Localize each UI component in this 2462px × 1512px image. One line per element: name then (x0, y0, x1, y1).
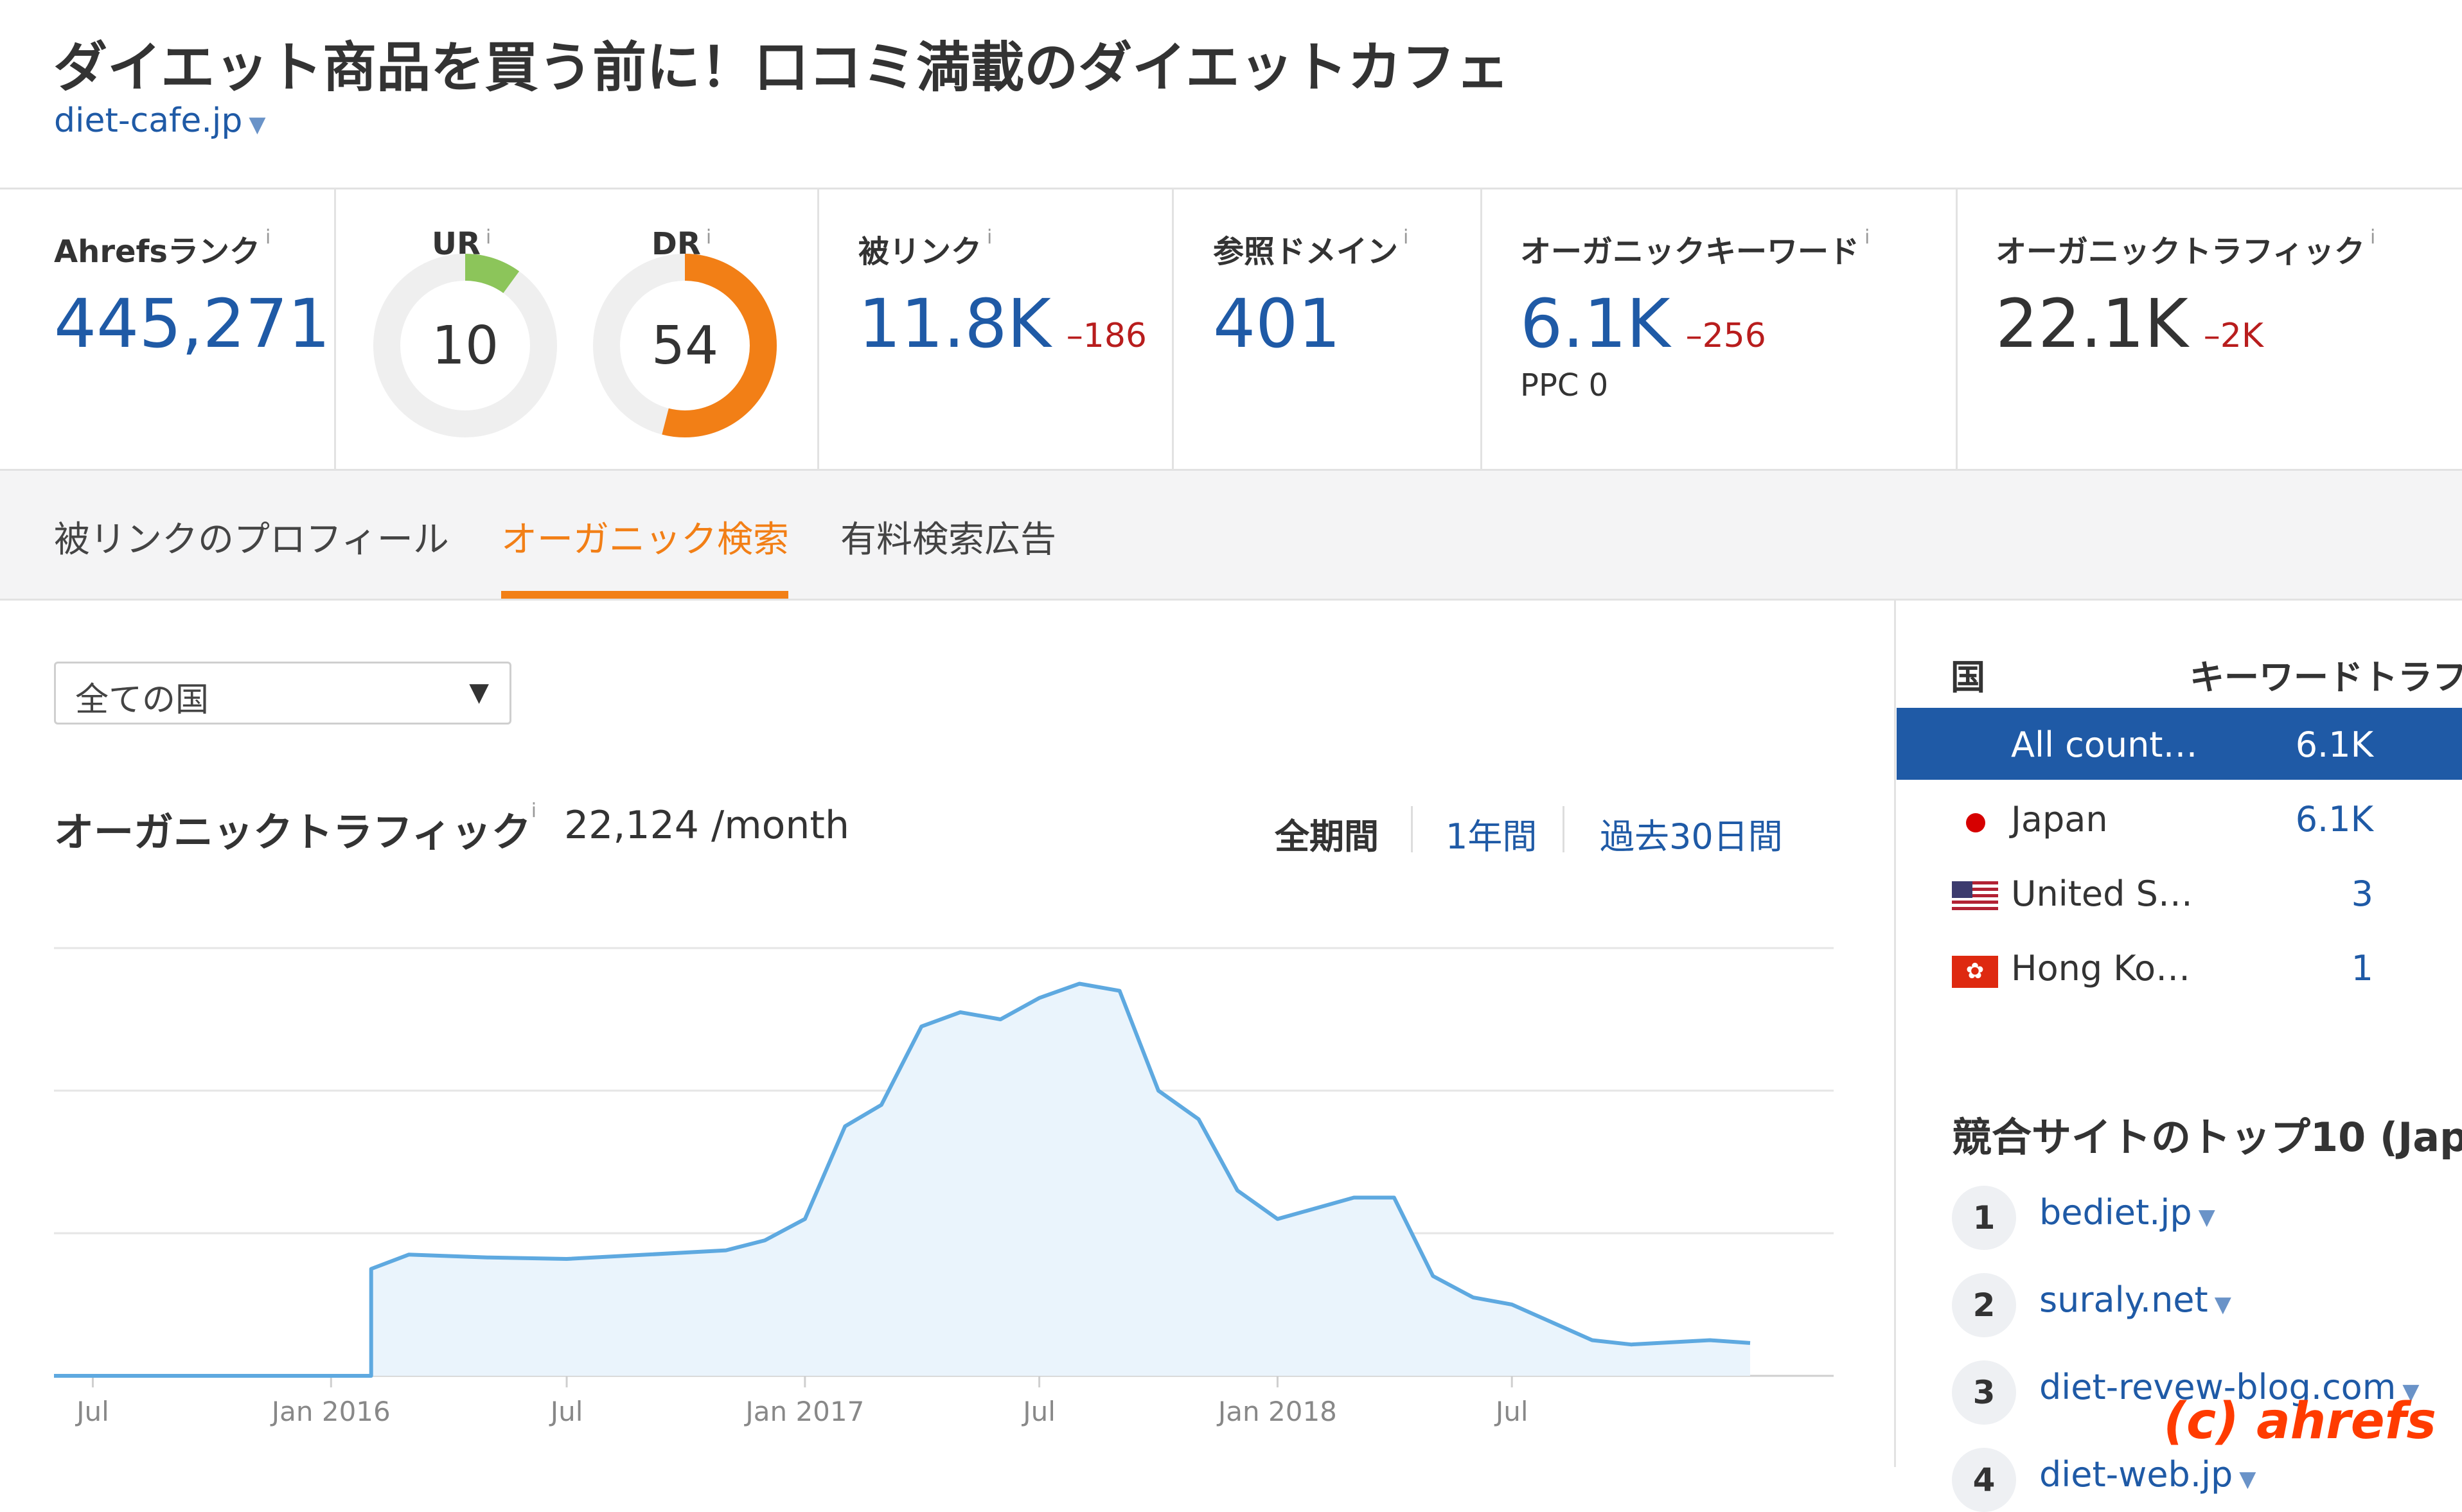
keywords-column-header: キーワードトラフ (2190, 657, 2462, 698)
watermark: (c) ahrefs (2163, 1393, 2436, 1450)
japan-flag-icon (1952, 807, 1998, 839)
chart-title: オーガニックトラフィックi (54, 800, 537, 856)
ref-domains-label: 参照ドメイン i (1213, 226, 1409, 270)
info-icon[interactable]: i (1864, 226, 1870, 249)
period-30days-button[interactable]: 過去30日間 (1600, 816, 1783, 857)
info-icon[interactable]: i (705, 226, 712, 249)
organic-traffic-label: オーガニックトラフィック i (1996, 226, 2376, 270)
competitor-link[interactable]: diet-web.jp ▼ (2039, 1454, 2256, 1495)
divider (0, 469, 2462, 471)
hongkong-flag-icon: ✿ (1952, 956, 1998, 988)
country-row-value[interactable]: 6.1K (2295, 799, 2373, 840)
dr-value: 54 (651, 315, 718, 376)
info-icon[interactable]: i (987, 226, 993, 249)
ahrefs-rank-label: Ahrefsランク i (54, 226, 271, 270)
divider (1172, 188, 1174, 469)
chevron-down-icon[interactable]: ▼ (2198, 1204, 2215, 1230)
backlinks-delta: –186 (1066, 317, 1147, 355)
domain-text: diet-cafe.jp (54, 101, 243, 140)
tab-organic-search[interactable]: オーガニック検索 (501, 519, 789, 561)
info-icon[interactable]: i (531, 800, 537, 822)
chevron-down-icon[interactable]: ▼ (2214, 1292, 2231, 1317)
country-select-value: 全ての国 (75, 681, 209, 719)
traffic-line (54, 981, 1751, 1378)
competitor-rank-badge: 1 (1952, 1186, 2016, 1250)
country-row-value[interactable]: 3 (2351, 874, 2373, 914)
organic-keywords-label: オーガニックキーワード i (1520, 226, 1870, 270)
chevron-down-icon[interactable]: ▼ (249, 112, 266, 137)
divider (1894, 599, 1896, 1467)
competitor-domain: suraly.net (2039, 1279, 2208, 1320)
us-flag-icon (1952, 881, 1998, 913)
competitor-rank-badge: 4 (1952, 1448, 2016, 1512)
x-tick-label: Jul (549, 1396, 583, 1427)
divider (817, 188, 819, 469)
competitor-rank-badge: 2 (1952, 1273, 2016, 1337)
dr-gauge-fill (593, 254, 777, 437)
info-icon[interactable]: i (485, 226, 492, 249)
competitor-link[interactable]: diet-revew-blog.com ▼ (2039, 1367, 2419, 1407)
country-row-value[interactable]: 1 (2351, 948, 2373, 989)
divider (334, 188, 336, 469)
divider (0, 188, 2462, 189)
x-tick-label: Jan 2018 (1216, 1396, 1337, 1427)
organic-traffic-delta: –2K (2203, 317, 2263, 355)
x-tick-label: Jul (75, 1396, 109, 1427)
ur-gauge-fill (373, 254, 557, 437)
period-all-button[interactable]: 全期間 (1275, 816, 1379, 857)
tab-backlink-profile[interactable]: 被リンクのプロフィール (54, 519, 449, 561)
country-column-header: 国 (1951, 657, 1985, 698)
organic-traffic-value: 22.1K –2K (1996, 285, 2263, 363)
dropdown-arrow-icon: ▼ (469, 678, 489, 707)
divider (1480, 188, 1482, 469)
competitor-link[interactable]: suraly.net ▼ (2039, 1279, 2231, 1320)
ahrefs-rank-value[interactable]: 445,271 (54, 285, 331, 363)
selected-row-highlight (1897, 708, 2462, 780)
page-title: ダイエット商品を買う前に！口コミ満載のダイエットカフェ (53, 36, 1510, 99)
ur-value: 10 (432, 315, 499, 376)
divider (0, 599, 2462, 601)
info-icon[interactable]: i (2370, 226, 2376, 249)
dr-gauge: 54 (593, 254, 777, 437)
info-icon[interactable]: i (265, 226, 271, 249)
competitor-rank-badge: 3 (1952, 1360, 2016, 1425)
ur-gauge: 10 (373, 254, 557, 437)
chevron-down-icon[interactable]: ▼ (2239, 1466, 2256, 1492)
chart-traffic-value: 22,124 /month (564, 803, 849, 848)
country-row-name[interactable]: Hong Ko… (2011, 948, 2191, 989)
divider (1956, 188, 1958, 469)
ppc-value: PPC 0 (1520, 367, 1609, 403)
x-tick-label: Jul (1021, 1396, 1056, 1427)
ref-domains-value[interactable]: 401 (1213, 285, 1341, 363)
active-tab-indicator (501, 591, 788, 599)
info-icon[interactable]: i (1403, 226, 1409, 249)
country-row-name[interactable]: United S… (2011, 874, 2193, 914)
country-row-name[interactable]: Japan (2011, 799, 2108, 840)
organic-keywords-value[interactable]: 6.1K –256 (1520, 285, 1766, 363)
competitor-link[interactable]: bediet.jp ▼ (2039, 1192, 2215, 1233)
backlinks-label: 被リンク i (858, 226, 993, 270)
x-tick-label: Jul (1494, 1396, 1528, 1427)
divider (1563, 806, 1564, 852)
x-tick-label: Jan 2016 (270, 1396, 391, 1427)
tabs-bar (0, 469, 2462, 599)
tab-paid-search[interactable]: 有料検索広告 (840, 519, 1056, 561)
competitor-domain: diet-revew-blog.com (2039, 1367, 2396, 1407)
traffic-area (54, 983, 1750, 1376)
country-row-value[interactable]: 6.1K (2295, 725, 2373, 765)
competitor-domain: bediet.jp (2039, 1192, 2192, 1233)
organic-keywords-delta: –256 (1685, 317, 1766, 355)
x-tick-label: Jan 2017 (743, 1396, 864, 1427)
competitor-domain: diet-web.jp (2039, 1454, 2233, 1495)
competitors-title: 競合サイトのトップ10 (Jap (1952, 1114, 2462, 1161)
divider (1411, 806, 1413, 852)
country-row-name[interactable]: All count… (2011, 725, 2198, 765)
period-1year-button[interactable]: 1年間 (1446, 816, 1537, 857)
domain-link[interactable]: diet-cafe.jp ▼ (54, 101, 266, 140)
backlinks-value[interactable]: 11.8K –186 (858, 285, 1147, 363)
chevron-down-icon[interactable]: ▼ (2402, 1379, 2420, 1405)
country-select[interactable]: 全ての国 ▼ (54, 662, 511, 725)
